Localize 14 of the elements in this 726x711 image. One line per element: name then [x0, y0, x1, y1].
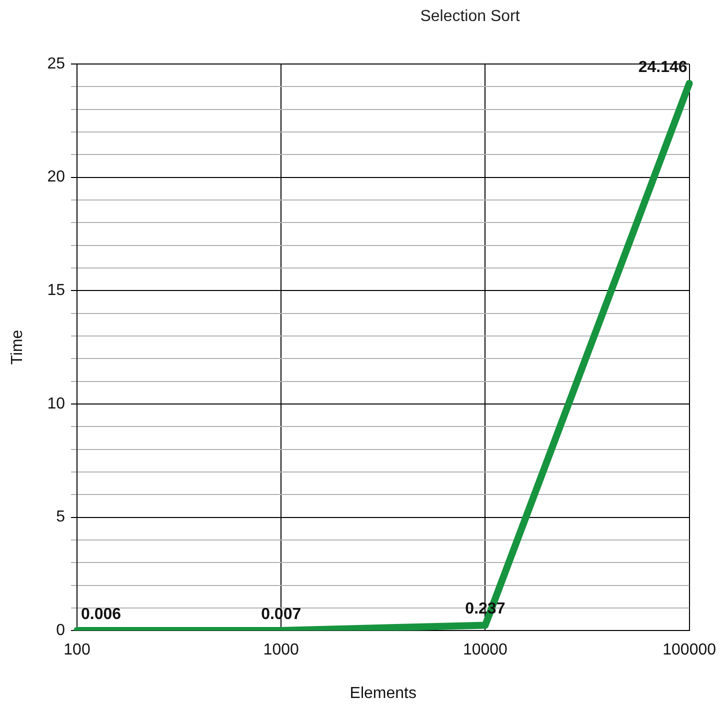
- y-tick-label: 5: [56, 508, 66, 526]
- y-tick-label: 20: [47, 168, 66, 186]
- x-tick-label: 100000: [662, 642, 716, 659]
- x-tick-label: 10000: [462, 642, 508, 659]
- y-tick-label: 15: [47, 282, 66, 300]
- x-tick-label: 1000: [263, 642, 299, 659]
- y-tick-label: 25: [47, 55, 66, 72]
- y-tick-label: 0: [56, 622, 66, 640]
- x-axis-title: Elements: [350, 684, 416, 702]
- data-label: 0.006: [80, 606, 122, 623]
- y-tick-label: 10: [47, 395, 66, 412]
- y-axis-title: Time: [9, 330, 26, 365]
- chart-title: Selection Sort: [419, 8, 521, 26]
- x-tick-label: 100: [64, 642, 90, 659]
